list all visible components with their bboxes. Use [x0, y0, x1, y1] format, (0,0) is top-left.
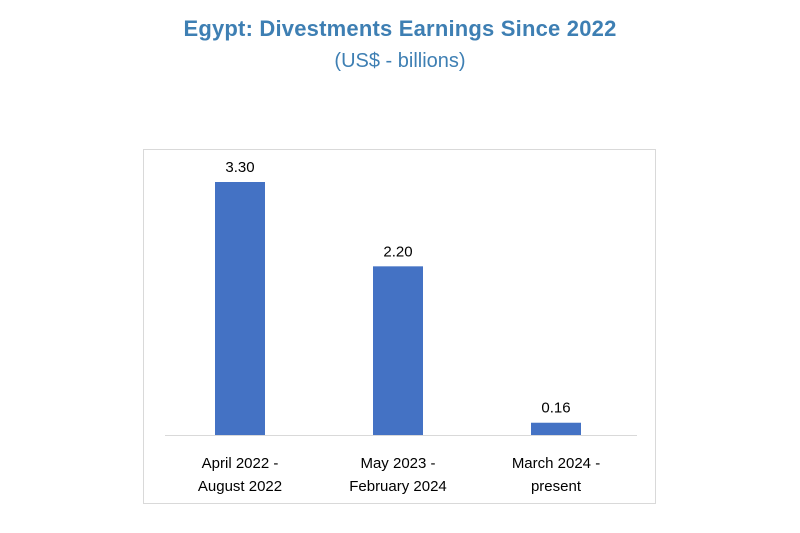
x-tick-label-3-line-2: present: [531, 478, 582, 495]
data-label-1: 3.30: [225, 159, 254, 176]
bar-1: [215, 182, 265, 435]
data-label-2: 2.20: [383, 243, 412, 260]
x-tick-label-1-line-1: April 2022 -: [202, 455, 279, 472]
data-label-3: 0.16: [541, 400, 570, 417]
x-tick-label-2-line-1: May 2023 -: [360, 455, 435, 472]
x-tick-label-3-line-1: March 2024 -: [512, 455, 600, 472]
bar-2: [373, 266, 423, 435]
chart-subtitle: (US$ - billions): [334, 50, 466, 72]
bar-3: [531, 422, 581, 435]
x-tick-label-1-line-2: August 2022: [198, 478, 282, 495]
chart-title: Egypt: Divestments Earnings Since 2022: [183, 16, 617, 41]
x-tick-label-2-line-2: February 2024: [349, 478, 447, 495]
